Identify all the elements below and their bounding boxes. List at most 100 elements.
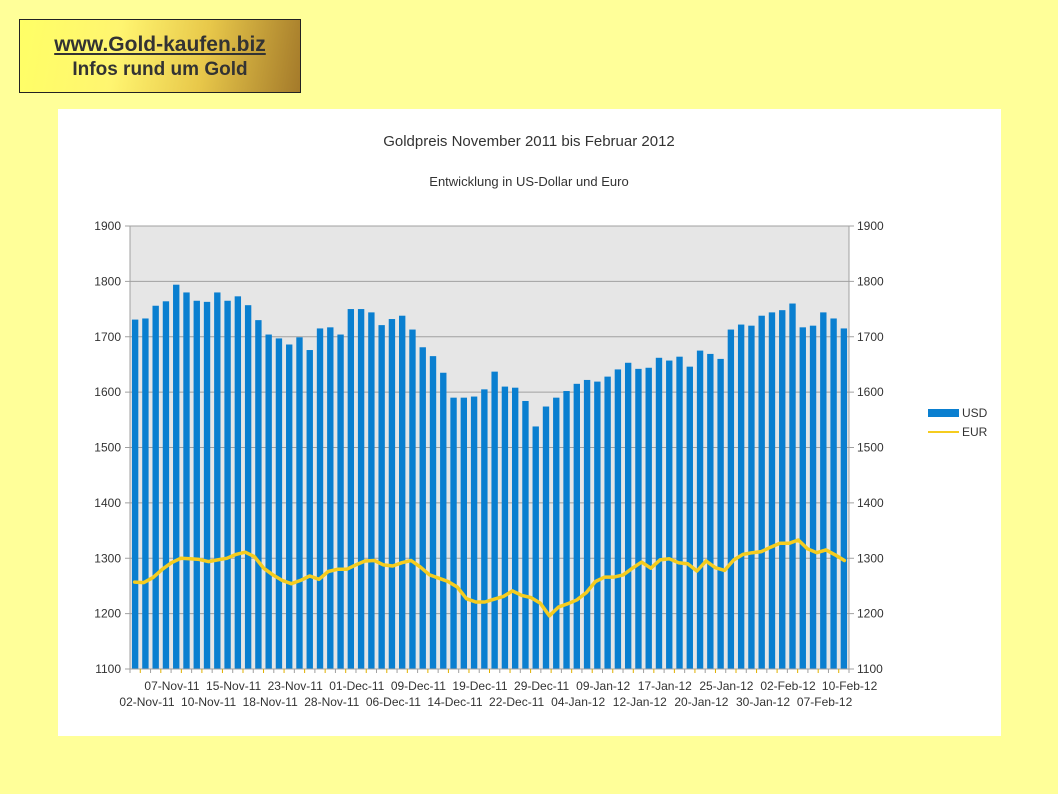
- y2-tick-label: 1400: [857, 496, 884, 510]
- y-tick-label: 1300: [94, 551, 121, 565]
- chart-subtitle: Entwicklung in US-Dollar und Euro: [429, 174, 628, 189]
- usd-bar: [265, 334, 272, 669]
- usd-bar: [614, 369, 622, 669]
- usd-bar: [224, 300, 231, 669]
- x-tick-label: 25-Jan-12: [699, 679, 753, 693]
- usd-bar: [244, 305, 252, 669]
- y2-tick-label: 1300: [857, 551, 884, 565]
- usd-bar: [583, 379, 591, 669]
- usd-bar: [357, 309, 365, 669]
- y2-tick-label: 1700: [857, 330, 884, 344]
- usd-bar: [604, 376, 611, 669]
- usd-bar: [717, 358, 724, 669]
- usd-bar: [378, 325, 385, 669]
- usd-bar: [727, 329, 735, 669]
- y-tick-label: 1800: [94, 274, 121, 288]
- usd-bar: [809, 325, 817, 669]
- x-tick-label: 12-Jan-12: [613, 695, 667, 709]
- usd-bar: [275, 338, 283, 669]
- x-tick-label: 02-Feb-12: [760, 679, 816, 693]
- y-tick-label: 1200: [94, 607, 121, 621]
- x-tick-label: 14-Dec-11: [427, 695, 482, 709]
- y-tick-label: 1700: [94, 330, 121, 344]
- usd-bar: [450, 397, 457, 669]
- usd-bar: [594, 381, 601, 669]
- usd-bar: [655, 357, 663, 669]
- usd-bar: [296, 337, 303, 669]
- usd-bar: [142, 318, 149, 669]
- usd-bar: [347, 309, 355, 669]
- site-banner[interactable]: www.Gold-kaufen.biz Infos rund um Gold: [19, 19, 301, 93]
- usd-bar: [306, 350, 313, 669]
- usd-bar: [830, 318, 837, 669]
- y2-tick-label: 1800: [857, 274, 884, 288]
- x-tick-label: 10-Feb-12: [822, 679, 878, 693]
- usd-bar: [779, 310, 786, 669]
- x-tick-label: 06-Dec-11: [366, 695, 421, 709]
- y2-tick-label: 1600: [857, 385, 884, 399]
- y-tick-label: 1900: [94, 219, 121, 233]
- gold-price-chart: Goldpreis November 2011 bis Februar 2012…: [94, 133, 987, 709]
- usd-bar: [501, 386, 509, 669]
- y-tick-label: 1500: [94, 441, 121, 455]
- y-tick-label: 1600: [94, 385, 121, 399]
- usd-bar: [316, 328, 324, 669]
- x-tick-label: 19-Dec-11: [452, 679, 507, 693]
- y2-tick-label: 1200: [857, 607, 884, 621]
- usd-bar: [666, 360, 673, 669]
- x-tick-label: 15-Nov-11: [206, 679, 261, 693]
- legend-usd-swatch: [928, 409, 959, 417]
- y-tick-label: 1400: [94, 496, 121, 510]
- x-tick-label: 10-Nov-11: [181, 695, 236, 709]
- x-tick-label: 02-Nov-11: [119, 695, 174, 709]
- x-tick-label: 07-Nov-11: [144, 679, 199, 693]
- usd-bar: [399, 315, 406, 669]
- usd-bar: [696, 350, 704, 669]
- usd-bar: [327, 327, 334, 669]
- usd-bar: [173, 284, 180, 669]
- eur-line: [132, 538, 847, 618]
- usd-bar: [162, 301, 170, 669]
- usd-bar: [522, 400, 529, 669]
- chart-panel: Goldpreis November 2011 bis Februar 2012…: [58, 109, 1001, 736]
- usd-bar: [645, 367, 652, 669]
- usd-bar: [737, 324, 745, 669]
- usd-bar: [470, 396, 478, 669]
- usd-bar: [193, 300, 200, 669]
- usd-bar: [840, 328, 848, 669]
- usd-bar: [183, 292, 190, 669]
- usd-bar: [481, 389, 488, 669]
- usd-bar: [203, 301, 211, 669]
- usd-bar: [214, 292, 221, 669]
- usd-bar: [388, 319, 396, 669]
- usd-bar: [676, 356, 683, 669]
- usd-bar: [409, 329, 416, 669]
- x-tick-label: 20-Jan-12: [674, 695, 728, 709]
- x-tick-label: 29-Dec-11: [514, 679, 569, 693]
- usd-bar: [624, 362, 632, 669]
- usd-bar: [511, 387, 519, 669]
- usd-bar: [460, 397, 468, 669]
- usd-bar: [255, 320, 262, 669]
- usd-bar: [635, 368, 642, 669]
- x-tick-label: 23-Nov-11: [268, 679, 323, 693]
- x-tick-label: 04-Jan-12: [551, 695, 605, 709]
- usd-bar: [491, 371, 498, 669]
- usd-bar: [542, 406, 550, 669]
- x-tick-label: 22-Dec-11: [489, 695, 544, 709]
- x-tick-label: 09-Jan-12: [576, 679, 630, 693]
- usd-bar: [563, 391, 570, 669]
- usd-bar: [368, 312, 375, 669]
- usd-bar: [768, 312, 776, 669]
- usd-bar: [707, 353, 714, 669]
- site-url-link[interactable]: www.Gold-kaufen.biz: [54, 33, 266, 56]
- usd-bar: [286, 344, 293, 669]
- usd-bar: [573, 383, 580, 669]
- y2-tick-label: 1900: [857, 219, 884, 233]
- x-tick-label: 07-Feb-12: [797, 695, 853, 709]
- usd-bar: [748, 325, 755, 669]
- y-tick-label: 1100: [95, 662, 121, 676]
- usd-bar: [820, 312, 827, 669]
- usd-bar: [440, 372, 447, 669]
- x-tick-label: 01-Dec-11: [329, 679, 384, 693]
